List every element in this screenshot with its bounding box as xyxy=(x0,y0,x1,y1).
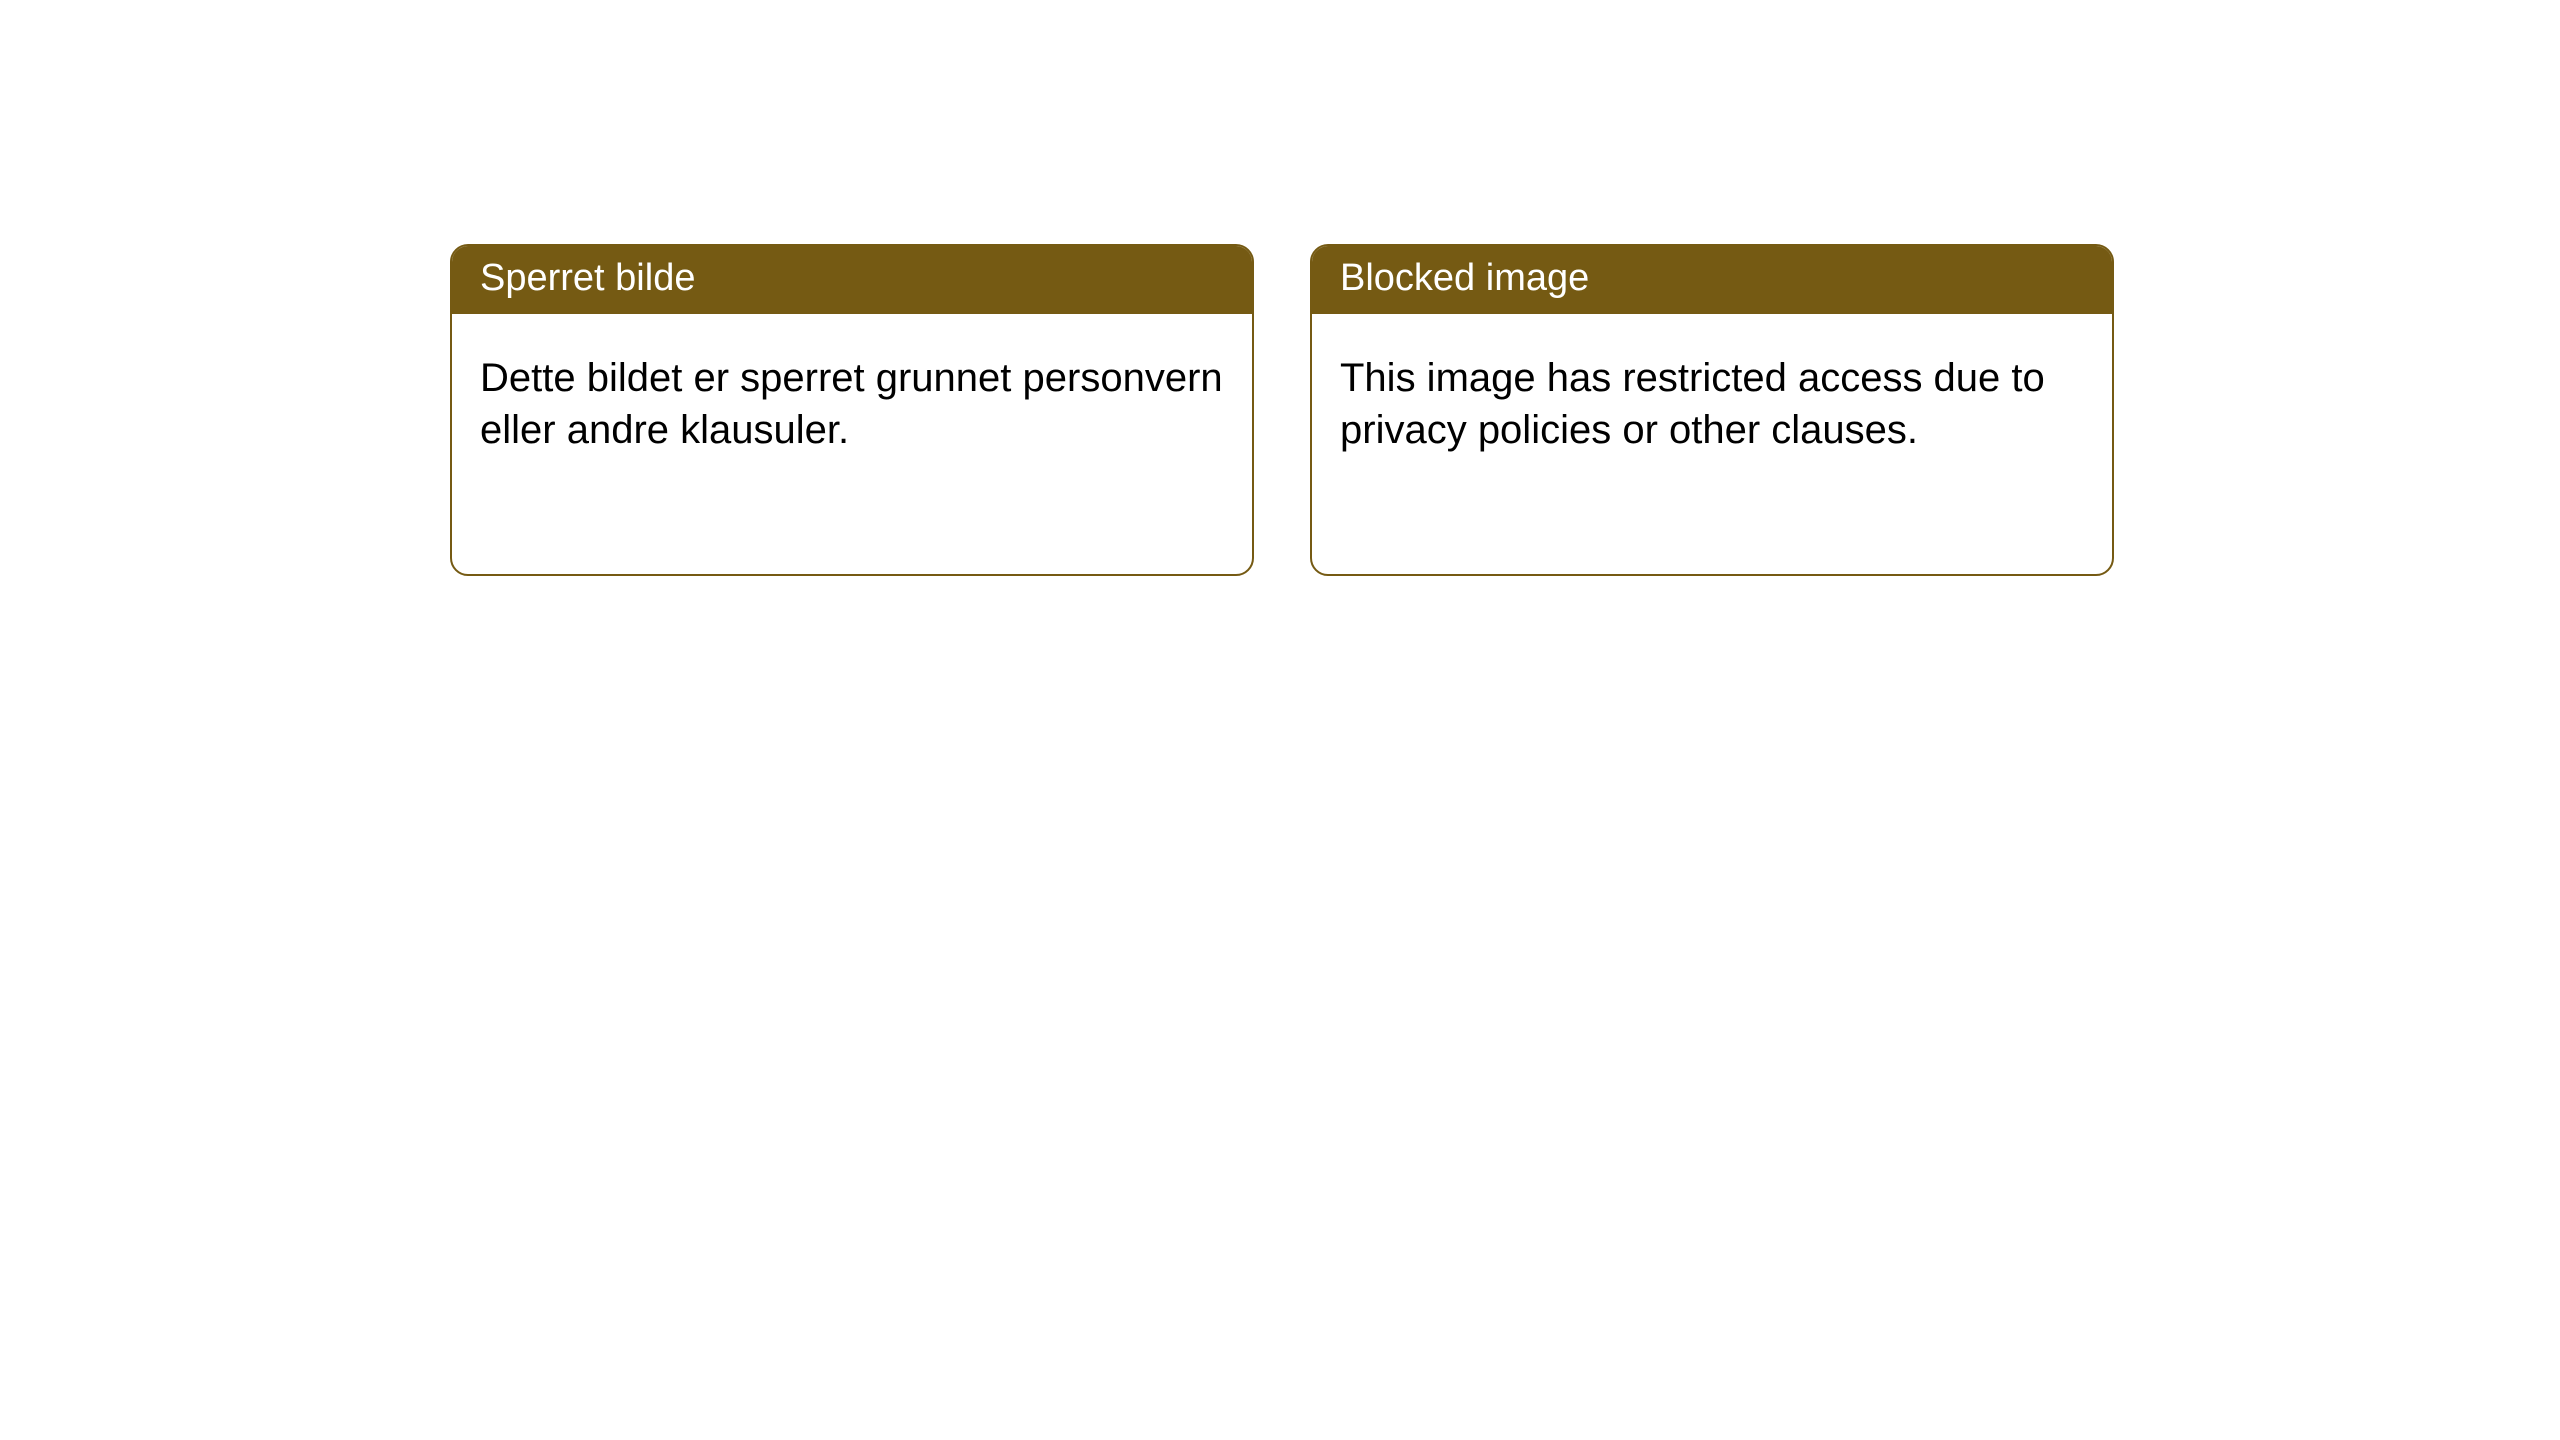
notice-card-body-no: Dette bildet er sperret grunnet personve… xyxy=(452,314,1252,494)
notice-card-no: Sperret bilde Dette bildet er sperret gr… xyxy=(450,244,1254,576)
notice-container: Sperret bilde Dette bildet er sperret gr… xyxy=(0,0,2560,576)
notice-card-title-en: Blocked image xyxy=(1312,246,2112,314)
notice-card-body-en: This image has restricted access due to … xyxy=(1312,314,2112,494)
notice-card-title-no: Sperret bilde xyxy=(452,246,1252,314)
notice-card-en: Blocked image This image has restricted … xyxy=(1310,244,2114,576)
